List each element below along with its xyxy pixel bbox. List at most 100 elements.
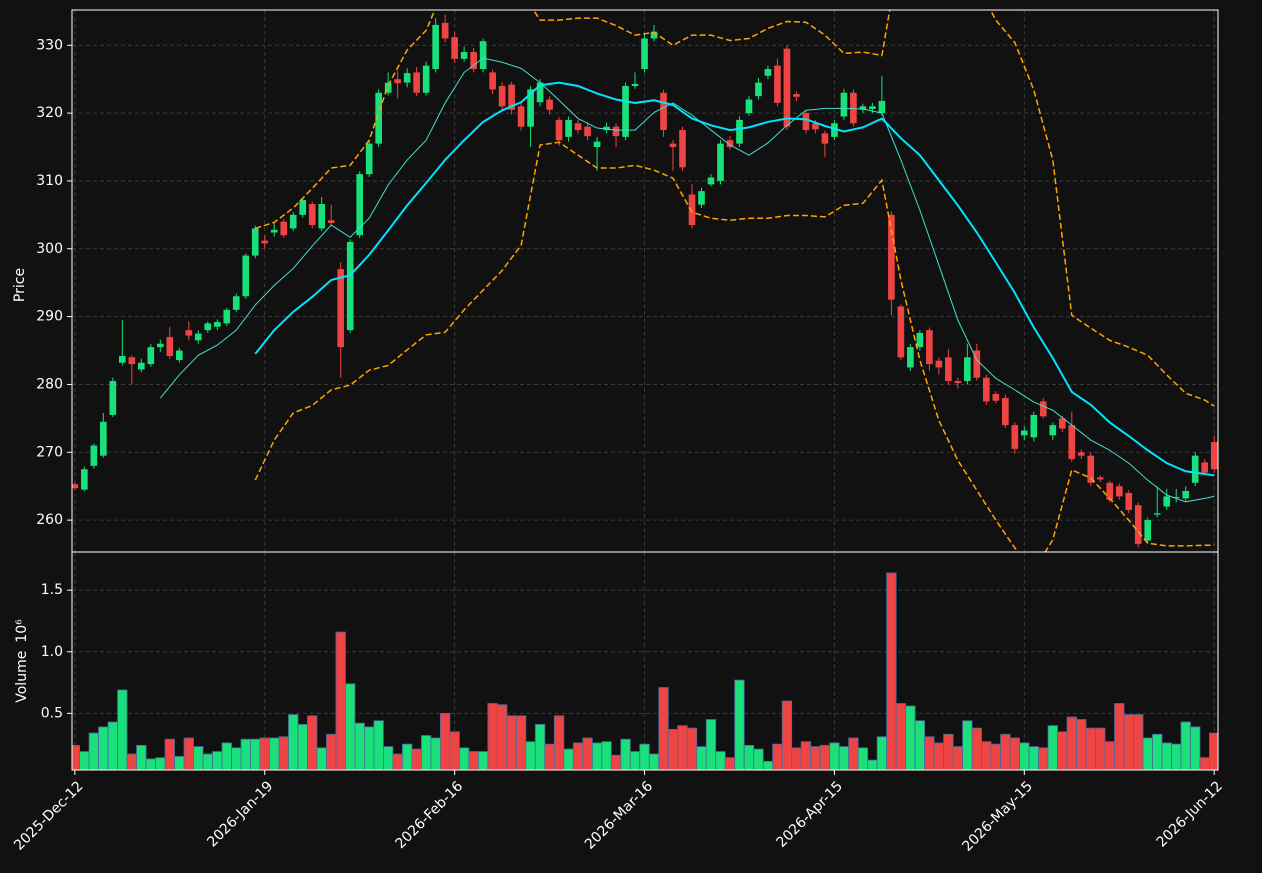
candle-body	[584, 126, 591, 137]
volume-bar	[288, 714, 299, 770]
volume-bar	[212, 751, 223, 770]
candle-body	[1201, 462, 1209, 473]
volume-bar	[696, 746, 707, 770]
candle-body	[793, 94, 800, 97]
candle-body	[185, 330, 193, 336]
volume-bar	[686, 727, 698, 770]
candle-body	[356, 174, 364, 236]
candle-body	[1134, 505, 1142, 544]
volume-bar	[477, 751, 489, 770]
volume-bar	[905, 705, 916, 770]
candle-body	[631, 83, 639, 86]
candle-body	[840, 92, 848, 117]
candle-body	[707, 177, 715, 185]
candle-body	[508, 84, 515, 110]
volume-bar	[886, 572, 897, 770]
volume-bar	[136, 744, 147, 770]
candle-body	[1030, 414, 1038, 438]
candle-body	[432, 24, 439, 70]
candle-body	[641, 38, 648, 70]
volume-bar	[667, 728, 679, 770]
volume-bar	[1161, 742, 1172, 770]
volume-bar	[259, 737, 270, 770]
candle-body	[384, 82, 392, 93]
volume-bar	[895, 703, 907, 770]
volume-bar	[439, 712, 451, 770]
candle-body	[1087, 455, 1095, 483]
candle-body	[1115, 486, 1123, 497]
volume-bar	[1066, 716, 1077, 770]
candle-body	[1182, 490, 1190, 499]
candle-body	[802, 113, 810, 131]
volume-bar	[278, 736, 289, 770]
candle-body	[764, 69, 772, 76]
candle-body	[897, 306, 905, 358]
volume-bar	[1152, 733, 1163, 770]
indicator-line	[159, 57, 1215, 503]
volume-bar	[107, 721, 118, 770]
candle-body	[118, 355, 126, 363]
y-tick-label: 280	[36, 376, 63, 392]
candle-body	[660, 92, 667, 131]
volume-bar	[914, 720, 926, 770]
candle-body	[337, 269, 345, 348]
volume-bar	[563, 748, 574, 770]
y-tick-label: 310	[36, 173, 63, 189]
candle-body	[964, 357, 971, 382]
candle-body	[555, 119, 563, 141]
volume-bar	[250, 738, 261, 770]
volume-bar	[629, 751, 641, 770]
volume-bar	[753, 748, 764, 770]
candle-body	[81, 469, 88, 490]
indicator-line	[254, 141, 1215, 552]
candle-body	[1210, 442, 1218, 470]
volume-bar	[1057, 731, 1068, 770]
volume-plot	[72, 572, 1218, 770]
candle-body	[479, 41, 487, 70]
candle-body	[612, 126, 620, 137]
candle-body	[194, 333, 202, 341]
candle-body	[517, 106, 525, 127]
candle-body	[175, 350, 183, 361]
y-tick-label: 300	[36, 241, 63, 257]
candle-body	[422, 65, 430, 93]
volume-bar	[544, 743, 555, 770]
candle-body	[546, 99, 553, 110]
volume-bar	[383, 746, 394, 770]
candle-body	[261, 240, 269, 244]
candle-body	[100, 421, 107, 456]
candle-body	[242, 255, 250, 297]
candle-body	[394, 79, 401, 84]
volume-bar	[1047, 725, 1058, 770]
volume-bar	[326, 733, 337, 770]
volume-bar	[98, 726, 109, 770]
indicator-line	[254, 81, 1215, 477]
candle-body	[1172, 497, 1180, 499]
candle-body	[916, 332, 924, 348]
volume-bar	[164, 738, 175, 770]
candle-body	[603, 126, 610, 131]
volume-bar	[639, 743, 650, 770]
y-tick-label: 1.0	[41, 644, 63, 660]
candle-body	[223, 309, 231, 324]
candle-body	[346, 241, 354, 331]
volume-bar	[487, 703, 498, 770]
candle-body	[128, 357, 136, 365]
volume-bar	[202, 753, 213, 770]
volume-bar	[430, 737, 441, 770]
volume-bar	[1199, 757, 1210, 770]
candle-body	[736, 119, 743, 144]
candle-body	[213, 322, 221, 327]
volume-bar	[373, 720, 384, 770]
candle-body	[527, 89, 534, 127]
candle-body	[1068, 425, 1076, 460]
candle-body	[812, 123, 819, 130]
volume-bar	[421, 735, 432, 770]
volume-bar	[240, 738, 251, 770]
volume-bar	[1085, 727, 1096, 770]
candle-body	[413, 72, 420, 93]
candle-body	[441, 22, 449, 39]
candle-body	[147, 347, 155, 365]
candle-body	[926, 330, 933, 365]
